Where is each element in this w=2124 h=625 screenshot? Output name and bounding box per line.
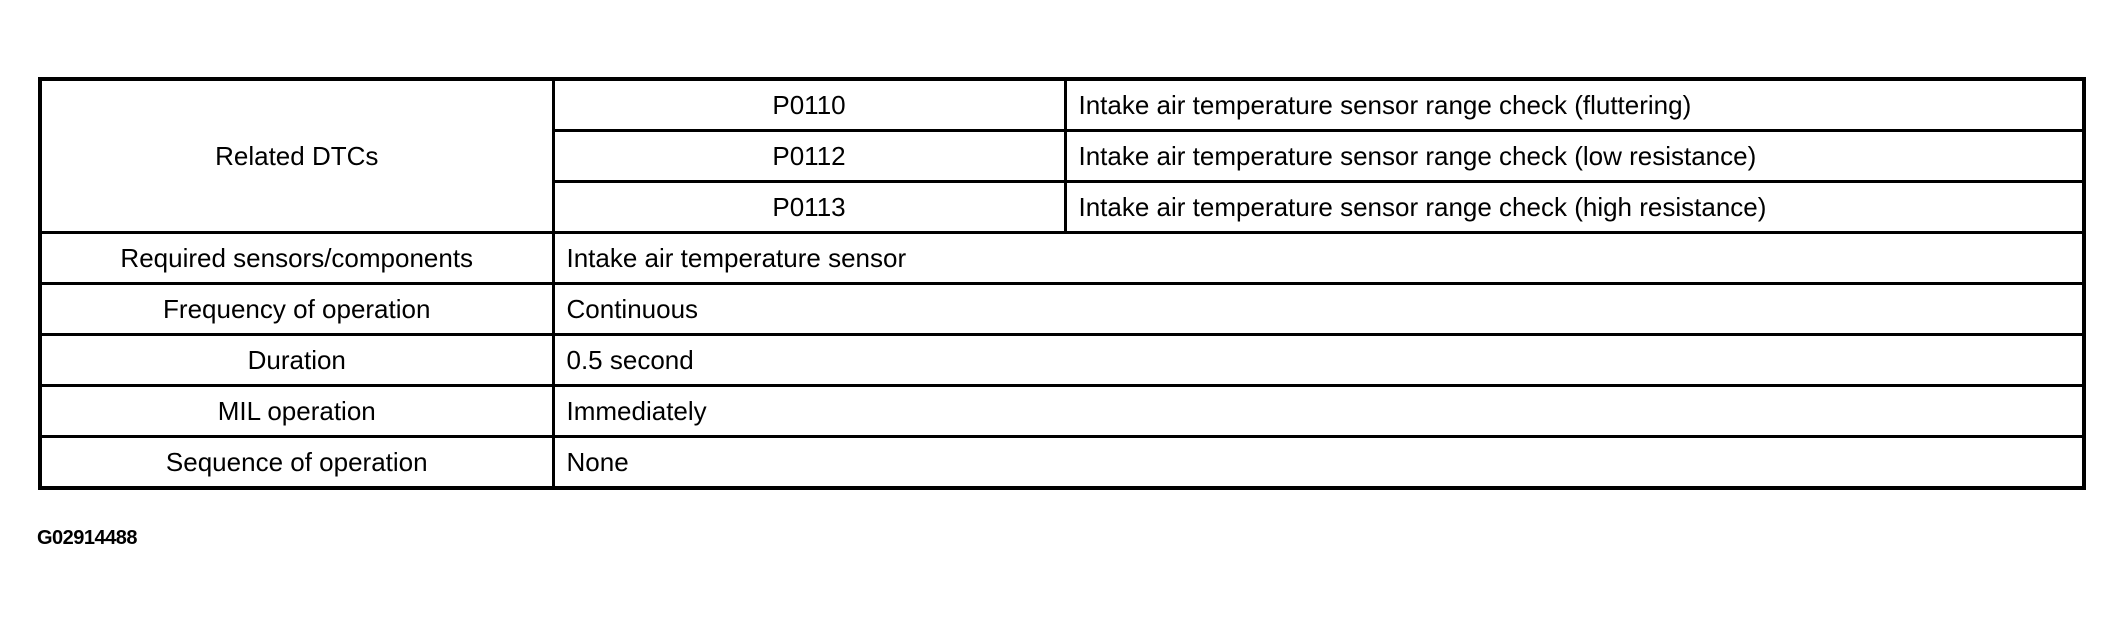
row-label: Required sensors/components bbox=[38, 231, 555, 285]
figure-id: G02914488 bbox=[37, 527, 138, 549]
dtc-code: P0113 bbox=[551, 180, 1066, 234]
related-dtcs-label: Related DTCs bbox=[38, 77, 555, 234]
row-value: Continuous bbox=[551, 282, 2086, 336]
table-row: P0112 Intake air temperature sensor rang… bbox=[40, 129, 2086, 183]
dtc-description: Intake air temperature sensor range chec… bbox=[1063, 77, 2086, 132]
row-value: 0.5 second bbox=[551, 333, 2086, 387]
row-label: MIL operation bbox=[38, 384, 555, 438]
table-row: Frequency of operation Continuous bbox=[38, 282, 2086, 336]
dtc-code: P0112 bbox=[551, 129, 1066, 183]
table-row: Duration 0.5 second bbox=[38, 333, 2086, 387]
row-label: Frequency of operation bbox=[38, 282, 555, 336]
table-row: Sequence of operation None bbox=[38, 435, 2086, 490]
table-row: Required sensors/components Intake air t… bbox=[38, 231, 2086, 285]
table-row: MIL operation Immediately bbox=[38, 384, 2086, 438]
dtc-description: Intake air temperature sensor range chec… bbox=[1063, 129, 2086, 183]
table-row: P0113 Intake air temperature sensor rang… bbox=[40, 180, 2086, 234]
dtc-info-table: Related DTCs P0110 Intake air temperatur… bbox=[38, 77, 2086, 490]
row-value: Intake air temperature sensor bbox=[551, 231, 2086, 285]
table-row: Related DTCs P0110 Intake air temperatur… bbox=[38, 77, 2086, 234]
row-label: Sequence of operation bbox=[38, 435, 555, 490]
dtc-description: Intake air temperature sensor range chec… bbox=[1063, 180, 2086, 234]
dtc-code: P0110 bbox=[551, 77, 1066, 132]
row-value: Immediately bbox=[551, 384, 2086, 438]
row-value: None bbox=[551, 435, 2086, 490]
row-label: Duration bbox=[38, 333, 555, 387]
